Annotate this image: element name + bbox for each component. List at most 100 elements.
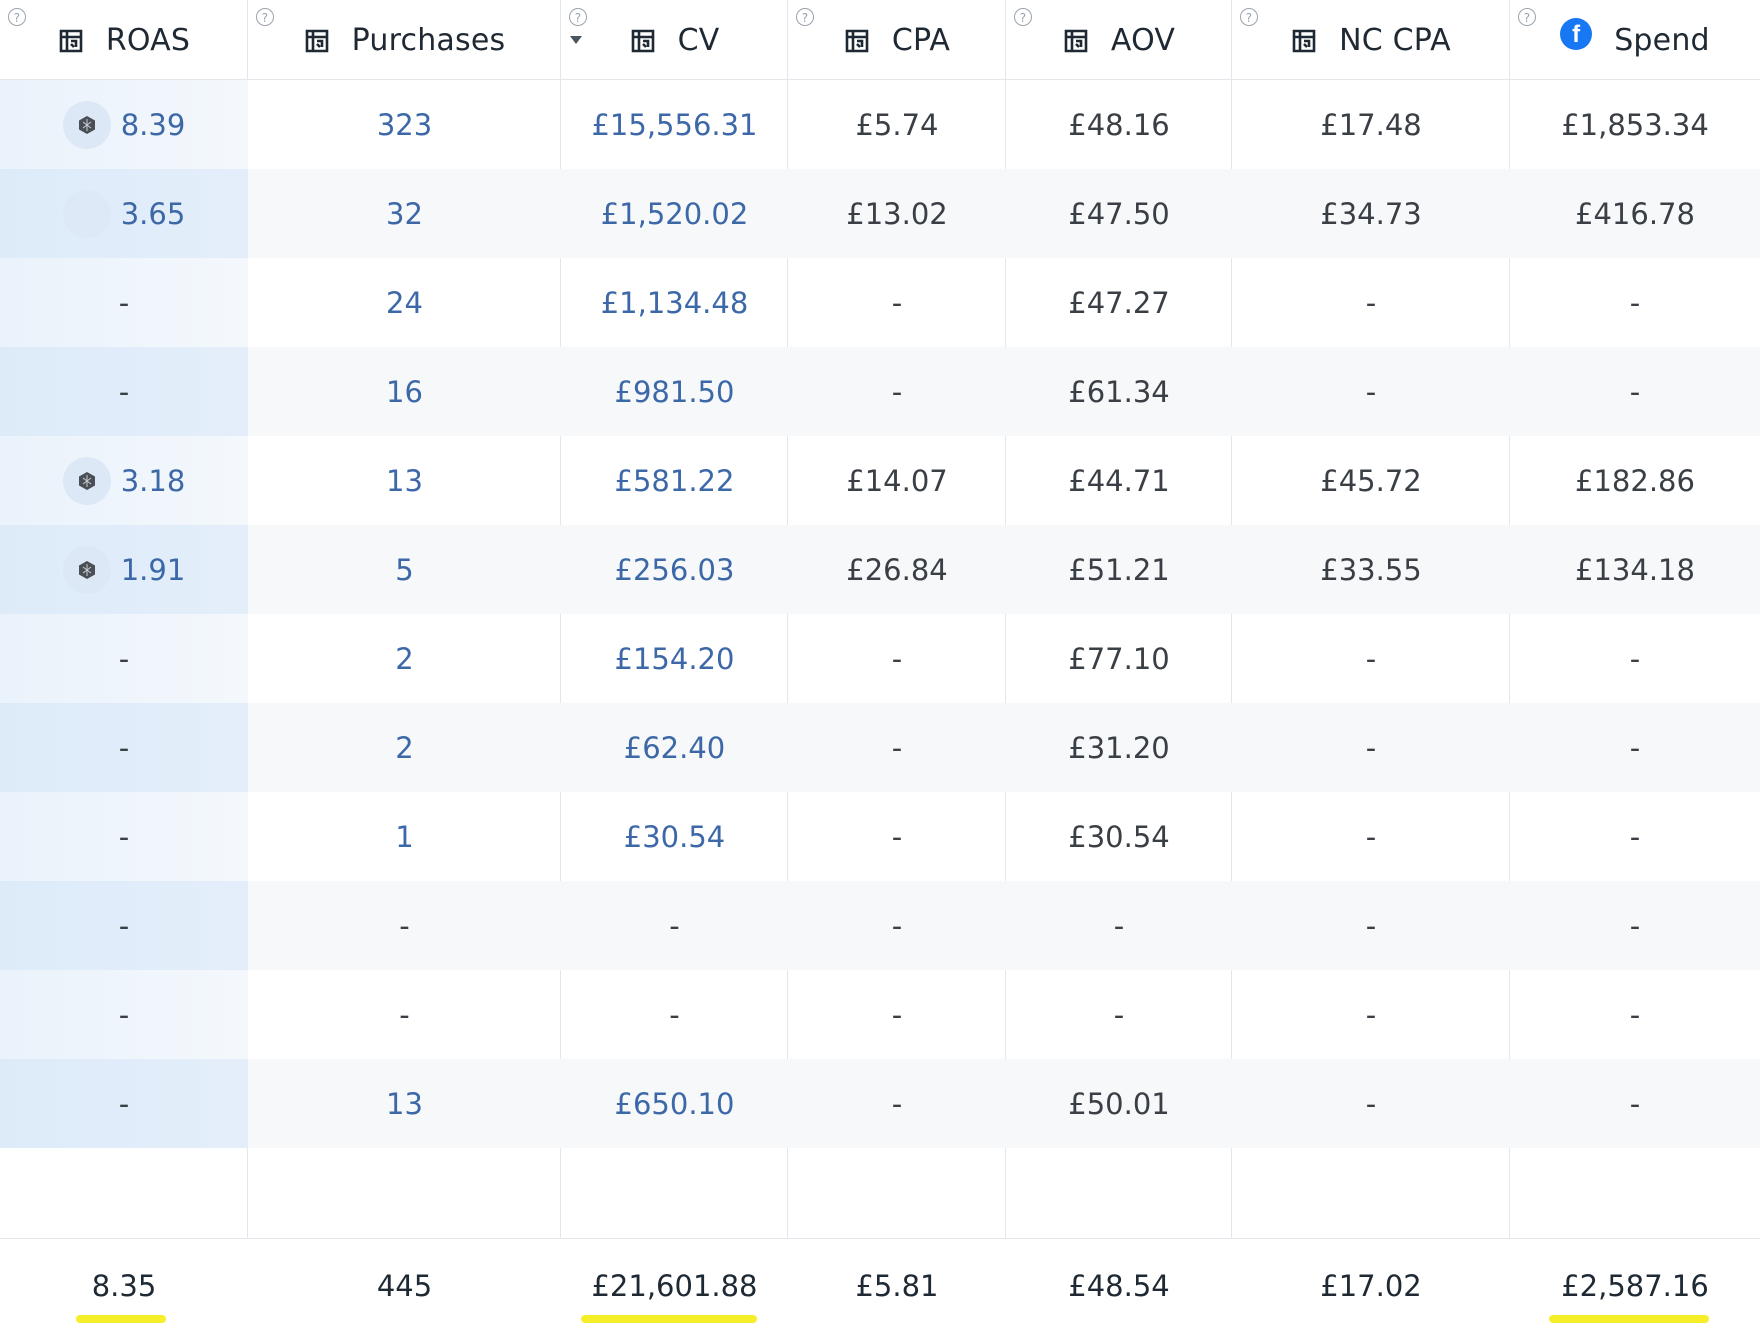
cell-spend: £416.78: [1510, 169, 1760, 258]
cell-cv[interactable]: £1,520.02: [561, 169, 788, 258]
cell-roas[interactable]: 3.18: [0, 436, 248, 525]
sort-desc-icon[interactable]: [570, 36, 582, 44]
cell-cv[interactable]: £581.22: [561, 436, 788, 525]
roas-badge-icon[interactable]: [62, 100, 111, 149]
help-icon[interactable]: ?: [796, 8, 814, 26]
help-icon[interactable]: ?: [256, 8, 274, 26]
header-aov[interactable]: ? AOV: [1006, 0, 1232, 80]
table-row[interactable]: -------: [0, 970, 1760, 1059]
cell-value: £51.21: [1068, 552, 1170, 587]
cell-value: 3.65: [120, 196, 186, 231]
help-icon[interactable]: ?: [8, 8, 26, 26]
cell-purchases[interactable]: 32: [248, 169, 561, 258]
column-nccpa: [1232, 0, 1510, 1332]
highlight-underline: [1549, 1315, 1710, 1323]
cell-roas[interactable]: 3.65: [0, 169, 248, 258]
cell-purchases[interactable]: 16: [248, 347, 561, 436]
table-row[interactable]: 3.65 32 £1,520.02 £13.02 £47.50 £34.73 £416.78: [0, 169, 1760, 258]
header-nccpa[interactable]: ? NC CPA: [1232, 0, 1510, 80]
roas-badge-icon[interactable]: [62, 189, 111, 238]
cell-value: £26.84: [846, 552, 948, 587]
help-icon[interactable]: ?: [1014, 8, 1032, 26]
roas-badge-icon[interactable]: [62, 545, 111, 594]
header-roas[interactable]: ? ROAS: [0, 0, 248, 80]
cell-aov: £48.16: [1006, 80, 1232, 169]
cell-value: -: [399, 997, 410, 1032]
header-cpa[interactable]: ? CPA: [788, 0, 1006, 80]
header-spend[interactable]: ? f Spend: [1510, 0, 1760, 80]
cell-roas: -: [0, 614, 248, 703]
cell-cv[interactable]: £256.03: [561, 525, 788, 614]
cell-purchases[interactable]: 13: [248, 436, 561, 525]
cell-cv[interactable]: £650.10: [561, 1059, 788, 1148]
cell-value: £44.71: [1068, 463, 1170, 498]
table-row[interactable]: 3.18 13 £581.22 £14.07 £44.71 £45.72 £182.86: [0, 436, 1760, 525]
column-aov: [1006, 0, 1232, 1332]
cell-value: £17.48: [1320, 107, 1422, 142]
cell-purchases[interactable]: 2: [248, 703, 561, 792]
table-row[interactable]: -------: [0, 881, 1760, 970]
table-row[interactable]: - 2 £154.20 - £77.10 - -: [0, 614, 1760, 703]
cell-value: -: [1629, 908, 1641, 943]
cell-purchases[interactable]: 24: [248, 258, 561, 347]
cell-cv[interactable]: £154.20: [561, 614, 788, 703]
cell-aov: £50.01: [1006, 1059, 1232, 1148]
cell-purchases[interactable]: 5: [248, 525, 561, 614]
table-row[interactable]: 8.39 323 £15,556.31 £5.74 £48.16 £17.48 £1,853…: [0, 80, 1760, 169]
header-purchases[interactable]: ? Purchases: [248, 0, 561, 80]
header-label: Spend: [1614, 22, 1710, 58]
cell-purchases[interactable]: 323: [248, 80, 561, 169]
cell-value: -: [891, 908, 903, 943]
cell-cpa: -: [788, 703, 1006, 792]
cell-value: -: [118, 1086, 130, 1121]
cell-spend: -: [1510, 881, 1760, 970]
table-row[interactable]: - 24 £1,134.48 - £47.27 - -: [0, 258, 1760, 347]
cell-value: -: [399, 908, 410, 943]
cell-value: £13.02: [846, 196, 948, 231]
cell-roas: -: [0, 881, 248, 970]
cell-purchases[interactable]: 1: [248, 792, 561, 881]
cell-value: -: [1629, 997, 1641, 1032]
cell-nccpa: £34.73: [1232, 169, 1510, 258]
cell-value: -: [1629, 374, 1641, 409]
roas-cell-bg: [0, 1059, 248, 1148]
roas-cell-bg: [0, 614, 248, 703]
help-icon[interactable]: ?: [1240, 8, 1258, 26]
roas-badge-icon[interactable]: [62, 456, 111, 505]
cell-aov: £44.71: [1006, 436, 1232, 525]
cell-value: 3.18: [120, 463, 186, 498]
help-icon[interactable]: ?: [569, 8, 587, 26]
cell-roas[interactable]: 1.91: [0, 525, 248, 614]
help-icon[interactable]: ?: [1518, 8, 1536, 26]
cell-value: £30.54: [1068, 819, 1170, 854]
total-value: £2,587.16: [1549, 1269, 1710, 1323]
cell-cv[interactable]: £15,556.31: [561, 80, 788, 169]
cell-cv[interactable]: £62.40: [561, 703, 788, 792]
header-cv[interactable]: ? CV: [561, 0, 788, 80]
table-row[interactable]: - 1 £30.54 - £30.54 - -: [0, 792, 1760, 881]
cell-purchases: -: [248, 970, 561, 1059]
cell-cv[interactable]: £1,134.48: [561, 258, 788, 347]
cell-cv[interactable]: £30.54: [561, 792, 788, 881]
cell-value: £62.40: [623, 730, 726, 765]
cell-purchases[interactable]: 2: [248, 614, 561, 703]
roas-cell-bg: [0, 347, 248, 436]
total-text: £17.02: [1320, 1269, 1422, 1303]
column-cv: [561, 0, 788, 1332]
total-text: 8.35: [91, 1269, 157, 1303]
table-row[interactable]: - 2 £62.40 - £31.20 - -: [0, 703, 1760, 792]
roas-cell-bg: [0, 80, 248, 169]
cell-value: 8.39: [120, 107, 186, 142]
cell-value: £50.01: [1068, 1086, 1170, 1121]
table-row[interactable]: - 16 £981.50 - £61.34 - -: [0, 347, 1760, 436]
cell-roas[interactable]: 8.39: [0, 80, 248, 169]
cell-value: £1,134.48: [600, 285, 749, 320]
table-row[interactable]: 1.91 5 £256.03 £26.84 £51.21 £33.55 £134.18: [0, 525, 1760, 614]
cell-value: -: [118, 997, 130, 1032]
table-row[interactable]: - 13 £650.10 - £50.01 - -: [0, 1059, 1760, 1148]
cell-value: 16: [386, 374, 423, 409]
cell-cv[interactable]: £981.50: [561, 347, 788, 436]
cell-purchases[interactable]: 13: [248, 1059, 561, 1148]
cell-roas: -: [0, 703, 248, 792]
cell-value: £14.07: [846, 463, 948, 498]
